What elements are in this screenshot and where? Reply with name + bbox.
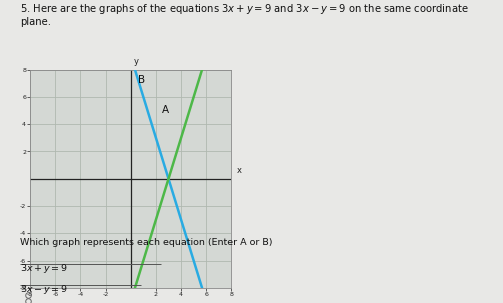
Text: Which graph represents each equation (Enter A or B): Which graph represents each equation (En… <box>20 238 273 247</box>
Text: A: A <box>162 105 170 115</box>
Text: 5. Here are the graphs of the equations $3x + y = 9$ and $3x - y = 9$ on the sam: 5. Here are the graphs of the equations … <box>20 2 469 27</box>
Text: y: y <box>134 57 139 66</box>
Text: $3x - y = 9$: $3x - y = 9$ <box>20 283 68 296</box>
Text: B: B <box>138 75 145 85</box>
Text: x: x <box>236 166 241 175</box>
Text: $3x + y = 9$: $3x + y = 9$ <box>20 262 68 275</box>
